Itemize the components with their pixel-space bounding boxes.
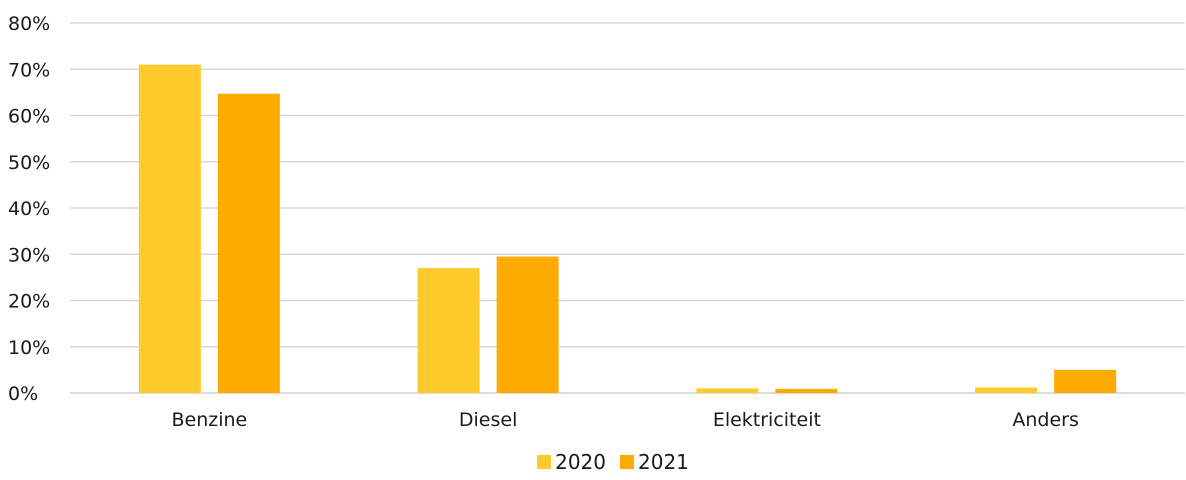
bar-elektriciteit-2020 <box>696 388 759 393</box>
bar-anders-2021 <box>1054 369 1117 393</box>
y-tick-label: 70% <box>8 59 50 81</box>
y-tick-label: 50% <box>8 152 50 174</box>
y-tick-label: 0% <box>8 383 38 405</box>
y-tick-label: 10% <box>8 337 50 359</box>
legend-swatch-2021 <box>620 455 634 469</box>
legend-swatch-2020 <box>537 455 552 469</box>
y-tick-label: 20% <box>8 291 50 313</box>
legend: 2020 2021 <box>537 450 689 474</box>
x-category-label: Elektriciteit <box>713 409 821 431</box>
bar-elektriciteit-2021 <box>775 388 838 393</box>
bar-benzine-2021 <box>217 93 280 393</box>
y-axis-ticks: 0% 10% 20% 30% 40% 50% 60% 70% 80% <box>8 13 50 405</box>
bar-benzine-2020 <box>138 64 201 393</box>
y-tick-label: 60% <box>8 106 50 128</box>
bar-anders-2020 <box>975 387 1038 393</box>
y-tick-label: 40% <box>8 198 50 220</box>
legend-label-2021: 2021 <box>638 450 689 474</box>
x-axis-categories: Benzine Diesel Elektriciteit Anders <box>172 409 1079 431</box>
x-category-label: Benzine <box>172 409 248 431</box>
bar-diesel-2021 <box>496 256 559 393</box>
y-tick-label: 30% <box>8 244 50 266</box>
x-category-label: Anders <box>1012 409 1079 431</box>
y-tick-label: 80% <box>8 13 50 35</box>
x-category-label: Diesel <box>459 409 517 431</box>
legend-label-2020: 2020 <box>555 450 606 474</box>
bars <box>138 64 1117 393</box>
bar-diesel-2020 <box>417 268 480 393</box>
